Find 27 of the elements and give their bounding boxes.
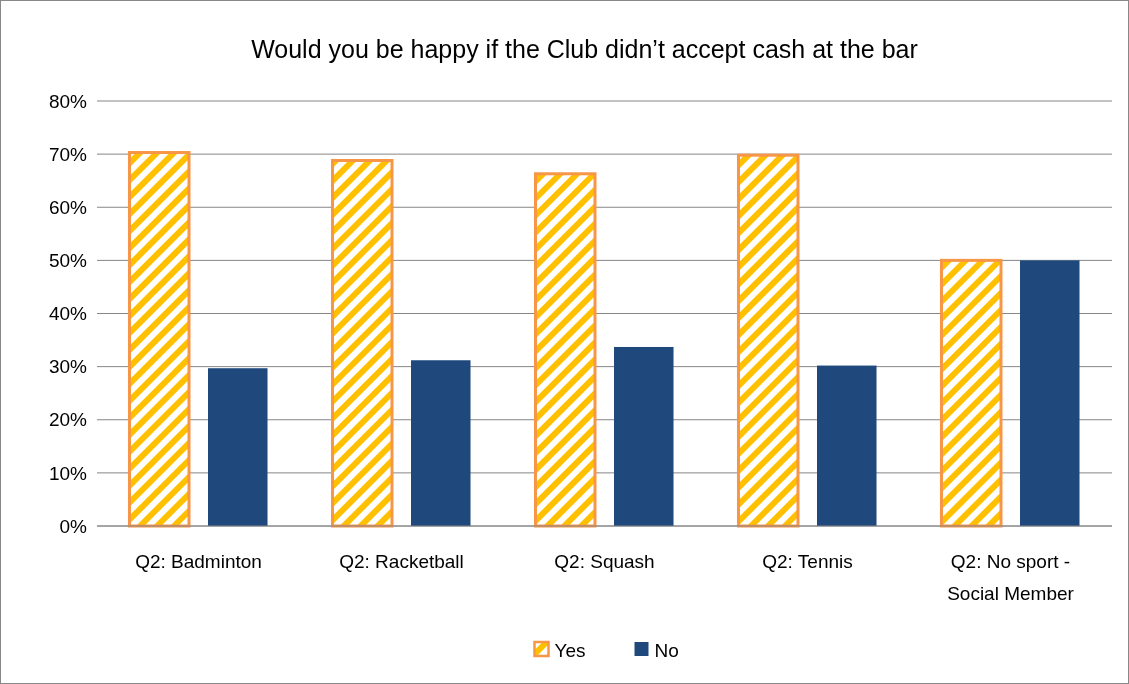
y-tick-label: 20% [48, 409, 88, 431]
y-tick-label: 30% [48, 356, 88, 378]
x-tick-label: Q2: Squash [554, 551, 655, 572]
y-tick-label: 80% [48, 90, 88, 112]
y-tick-label: 70% [48, 143, 88, 165]
y-tick-label: 10% [48, 462, 88, 484]
x-tick-label: Q2: No sport - Social Member [947, 551, 1075, 604]
y-tick-label: 0% [59, 515, 88, 537]
x-tick-label: Q2: Racketball [339, 551, 464, 572]
y-tick-label: 40% [48, 303, 88, 325]
y-tick-label: 50% [48, 250, 88, 272]
bar [817, 365, 877, 526]
bar [330, 159, 394, 528]
bar [208, 368, 268, 526]
bar [614, 346, 674, 526]
x-tick-label: Q2: Tennis [762, 551, 853, 572]
bar [736, 153, 800, 528]
legend-label: Yes [554, 639, 586, 661]
bar [127, 151, 191, 528]
bar [939, 258, 1003, 528]
bar [1020, 260, 1080, 526]
chart-title: Would you be happy if the Club didn’t accept cash at the bar [251, 35, 918, 63]
bar [411, 360, 471, 526]
bar [533, 172, 597, 528]
x-tick-label: Q2: Badminton [135, 551, 262, 572]
y-tick-label: 60% [48, 196, 88, 218]
legend-label: No [654, 639, 679, 661]
